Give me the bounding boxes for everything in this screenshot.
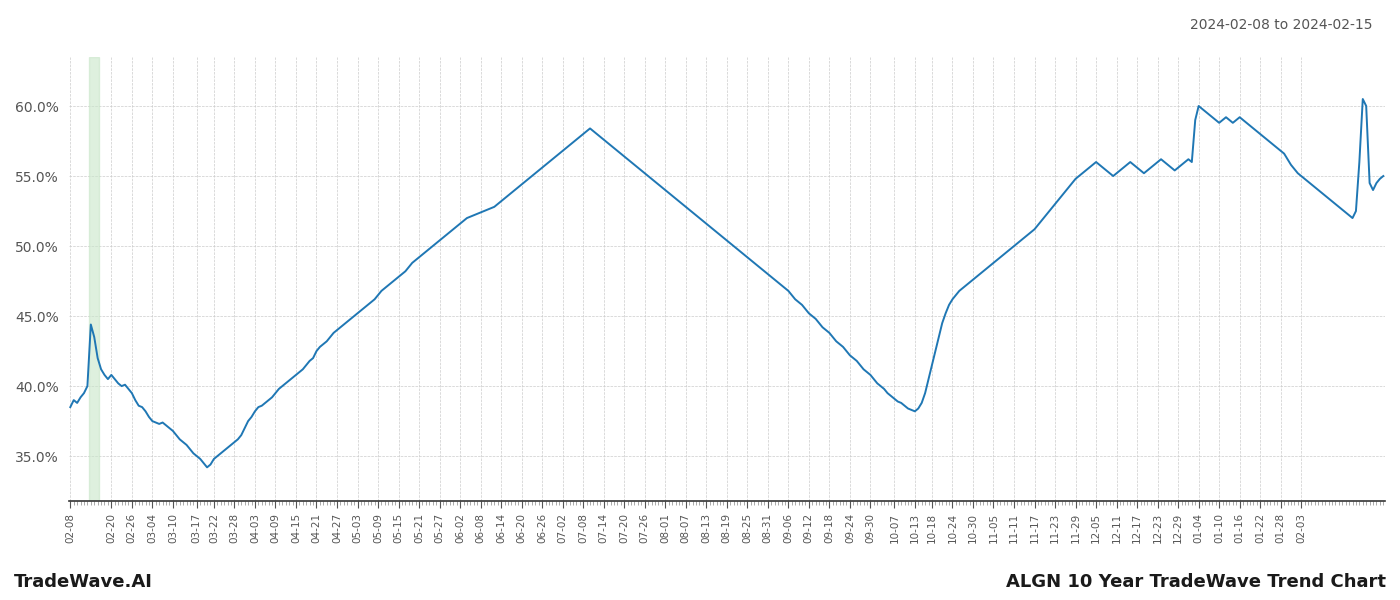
Bar	[90, 57, 99, 501]
Text: ALGN 10 Year TradeWave Trend Chart: ALGN 10 Year TradeWave Trend Chart	[1007, 573, 1386, 591]
Text: TradeWave.AI: TradeWave.AI	[14, 573, 153, 591]
Text: 2024-02-08 to 2024-02-15: 2024-02-08 to 2024-02-15	[1190, 18, 1372, 32]
